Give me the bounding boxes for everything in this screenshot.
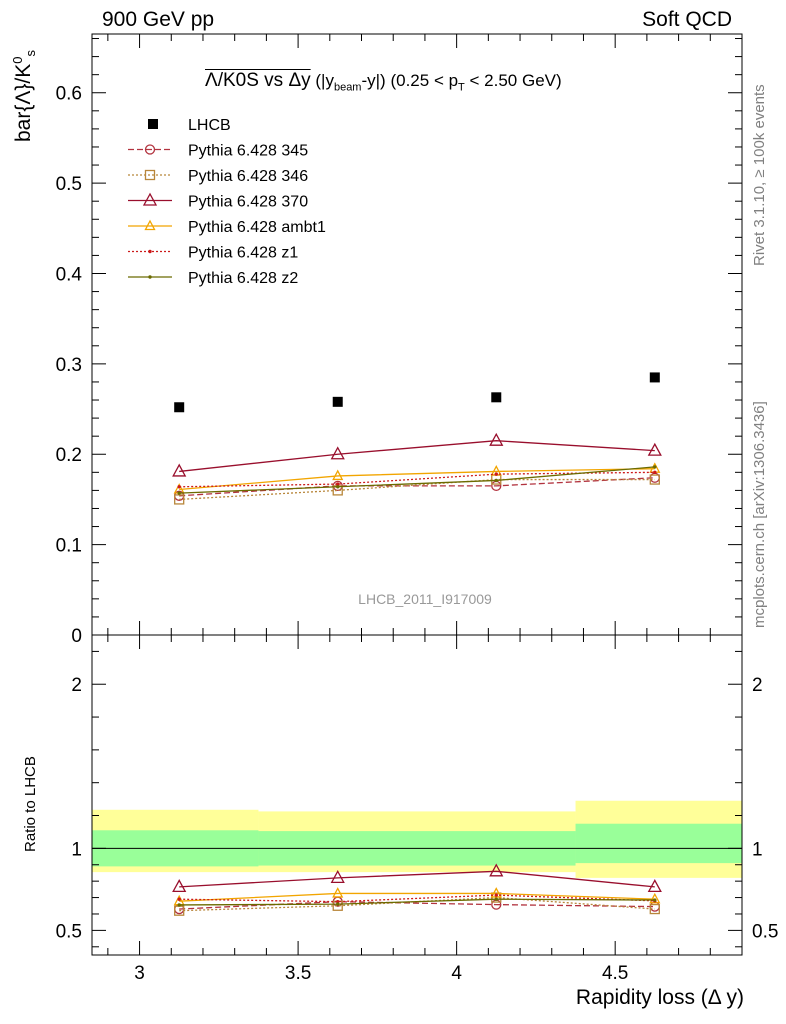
legend-label-2: Pythia 6.428 370 [188, 194, 308, 211]
x-tick-label-3: 4.5 [602, 963, 628, 984]
x-tick-label-1: 3.5 [285, 963, 311, 984]
ratio-series-point-4-1 [336, 899, 340, 904]
title-pt-range: (0.25 < pT < 2.50 GeV) [390, 71, 562, 94]
ratio-series-point-2-1 [330, 870, 345, 884]
ratio-y-tick-label-left-0: 0.5 [56, 921, 82, 942]
legend-label-4: Pythia 6.428 z1 [188, 245, 298, 262]
legend-marker-1 [144, 169, 156, 181]
ratio-series-point-3-3 [649, 892, 661, 904]
title-selection: (|ybeam-y|) [315, 71, 386, 94]
series-point-2-1 [330, 446, 345, 460]
series-point-4-3 [653, 470, 657, 475]
series-point-2-0 [172, 463, 187, 477]
main-y-tick-label-2: 0.2 [56, 445, 82, 466]
series-point-5-3 [653, 465, 657, 469]
legend-label-1: Pythia 6.428 346 [188, 168, 308, 185]
series-line-3 [179, 468, 655, 491]
ratio-y-tick-label-left-2: 2 [71, 675, 82, 696]
legend-marker-0 [144, 144, 156, 155]
ratio-series-point-5-0 [177, 903, 181, 907]
header-right: Soft QCD [642, 8, 732, 31]
main-y-tick-label-6: 0.6 [56, 84, 82, 105]
ratio-series-point-4-2 [494, 893, 498, 897]
ratio-series-point-5-1 [336, 902, 340, 906]
ratio-series-point-2-2 [489, 863, 504, 877]
ratio-y-tick-label-right-2: 2 [752, 675, 763, 696]
x-tick-label-0: 3 [134, 963, 145, 984]
series-line-2 [179, 440, 655, 473]
data-point-lhcb-2 [491, 392, 502, 403]
watermark-analysis-id: LHCB_2011_I917009 [358, 591, 492, 607]
ratio-series-line-4 [179, 894, 655, 903]
ratio-series-line-3 [179, 892, 655, 902]
series-point-1-3 [649, 474, 660, 485]
ratio-y-tick-label-right-0: 0.5 [752, 921, 778, 942]
title-main: Λ/K0S vs Δy [205, 70, 311, 91]
series-point-2-3 [647, 442, 662, 456]
legend-marker-3 [144, 219, 156, 231]
legend-marker-2 [142, 192, 158, 206]
series-point-2-2 [489, 432, 504, 446]
series-point-5-2 [494, 478, 498, 483]
series-point-4-1 [336, 482, 340, 486]
ratio-plot-frame [91, 634, 743, 956]
header-left: 900 GeV pp [102, 8, 215, 31]
ratio-series-point-3-1 [332, 887, 344, 898]
ratio-series-point-4-0 [177, 897, 181, 901]
series-point-1-0 [174, 494, 185, 505]
ratio-band-inner-3 [575, 823, 742, 864]
ratio-series-point-1-3 [649, 903, 660, 915]
series-point-3-1 [332, 469, 344, 481]
data-point-lhcb-3 [649, 372, 660, 383]
ratio-series-point-2-3 [647, 879, 662, 893]
ratio-series-point-5-3 [653, 898, 657, 902]
series-point-5-1 [336, 485, 340, 489]
legend-label-5: Pythia 6.428 z2 [188, 270, 298, 287]
ratio-series-point-5-2 [494, 897, 498, 901]
legend-label-3: Pythia 6.428 ambt1 [188, 219, 326, 236]
series-line-1 [179, 478, 655, 501]
main-y-tick-label-4: 0.4 [56, 264, 83, 285]
legend-label-lhcb: LHCB [188, 117, 231, 134]
legend-marker-5 [148, 275, 152, 279]
main-y-tick-label-1: 0.1 [56, 536, 82, 557]
ratio-series-line-0 [179, 901, 655, 910]
x-tick-label-2: 4 [451, 963, 462, 984]
ratio-series-line-2 [179, 870, 655, 888]
ratio-y-tick-label-left-1: 1 [71, 839, 82, 860]
series-point-5-0 [177, 491, 181, 495]
main-y-tick-label-0: 0 [71, 626, 82, 647]
ratio-series-line-5 [179, 898, 655, 906]
legend-label-0: Pythia 6.428 345 [188, 143, 308, 160]
series-line-5 [179, 466, 655, 494]
series-line-0 [179, 477, 655, 497]
main-y-tick-label-5: 0.5 [56, 174, 82, 195]
series-point-4-0 [177, 485, 181, 489]
data-point-lhcb-1 [332, 396, 343, 407]
chart-title: Λ/K0S vs Δy (|ybeam-y|) (0.25 < pT < 2.5… [205, 70, 562, 93]
series-point-4-2 [494, 472, 498, 476]
x-axis-label: Rapidity loss (Δ y) [575, 986, 744, 1009]
ratio-y-tick-label-right-1: 1 [752, 839, 763, 860]
main-y-tick-label-3: 0.3 [56, 355, 82, 376]
ratio-series-point-2-0 [172, 879, 187, 893]
legend-marker-4 [148, 249, 152, 254]
legend-marker-lhcb [148, 119, 158, 129]
ratio-series-point-3-2 [490, 887, 502, 898]
data-point-lhcb-0 [174, 402, 185, 413]
